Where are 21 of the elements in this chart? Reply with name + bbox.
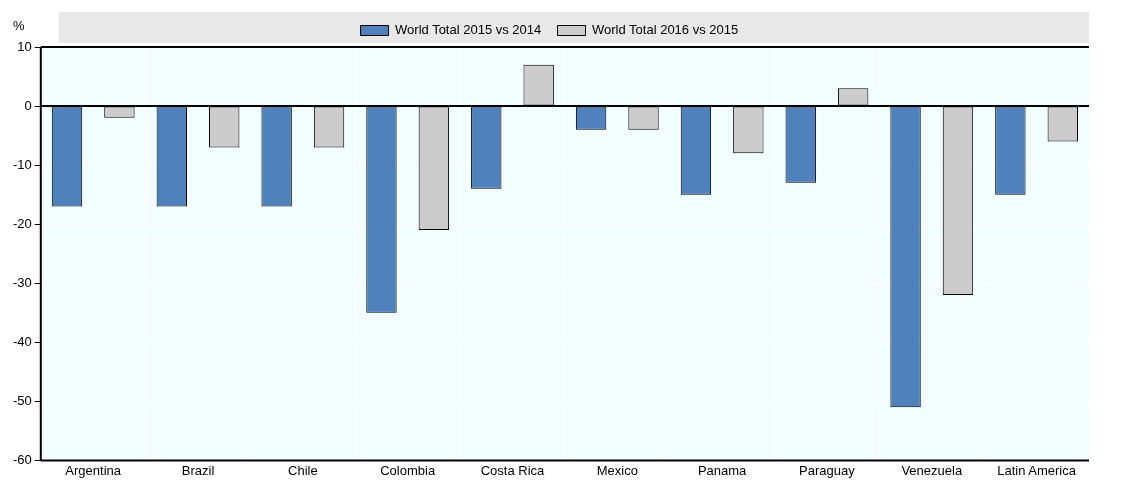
x-tick-label: Brazil [181, 462, 215, 478]
y-tick-label: 0 [24, 97, 32, 113]
y-tick-label: -40 [12, 333, 32, 349]
y-axis-title: % [13, 18, 26, 34]
x-tick-label: Paraguay [799, 462, 856, 478]
y-tick-label: -50 [12, 392, 32, 408]
y-tick-label: -10 [12, 156, 32, 172]
x-tick-label: Venezuela [901, 462, 963, 478]
y-tick-label: -20 [12, 215, 32, 231]
legend-label: World Total 2016 vs 2015 [592, 22, 739, 38]
x-tick-label: Latin America [997, 462, 1077, 478]
x-tick-label: Costa Rica [480, 462, 546, 478]
legend-label: World Total 2015 vs 2014 [395, 22, 542, 38]
y-tick-label: -30 [12, 274, 32, 290]
x-tick-label: Argentina [65, 462, 122, 478]
x-tick-label: Panama [697, 462, 748, 478]
y-tick-label: -60 [12, 451, 32, 467]
x-tick-label: Mexico [596, 462, 638, 478]
y-tick-label: 10 [17, 38, 32, 54]
x-tick-label: Colombia [380, 462, 436, 478]
x-tick-label: Chile [288, 462, 318, 478]
